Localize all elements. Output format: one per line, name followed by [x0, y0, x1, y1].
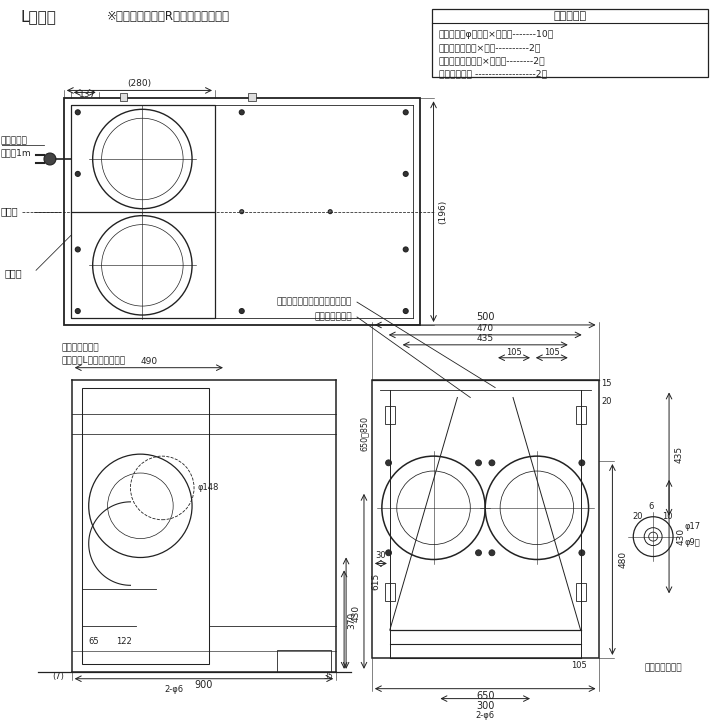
Text: ダクトカバー吊金具取付穴位置: ダクトカバー吊金具取付穴位置 — [276, 297, 352, 307]
Bar — [385, 407, 395, 424]
Text: 本体取付穴位置: 本体取付穴位置 — [315, 312, 352, 322]
Circle shape — [328, 210, 332, 214]
Circle shape — [475, 460, 482, 466]
Bar — [82, 387, 209, 664]
Text: (280): (280) — [127, 79, 151, 88]
Circle shape — [44, 153, 56, 165]
Text: 435: 435 — [675, 446, 683, 463]
Text: 20: 20 — [601, 397, 612, 406]
Text: 後方排気の場合: 後方排気の場合 — [62, 343, 99, 352]
Bar — [71, 105, 215, 318]
Bar — [64, 99, 420, 325]
Text: 電源コード: 電源コード — [0, 137, 27, 145]
Text: φ9穴: φ9穴 — [685, 538, 701, 547]
Text: 65: 65 — [89, 637, 99, 647]
Text: 化粧ねじ（Ｍ４×８）----------2本: 化粧ねじ（Ｍ４×８）----------2本 — [438, 43, 541, 53]
Bar — [276, 650, 331, 672]
Circle shape — [403, 247, 408, 252]
Circle shape — [386, 550, 392, 556]
Text: 座付ねじ（φ５．１×４５）-------10本: 座付ねじ（φ５．１×４５）-------10本 — [438, 30, 554, 40]
Text: 10: 10 — [662, 512, 672, 521]
Bar — [576, 583, 585, 601]
Text: 300: 300 — [476, 701, 495, 711]
Circle shape — [403, 309, 408, 313]
Text: （別売品L形ダクト使用）: （別売品L形ダクト使用） — [62, 355, 126, 364]
Text: 付　属　品: 付 属 品 — [553, 11, 586, 21]
Text: 2-φ6: 2-φ6 — [476, 711, 495, 720]
Text: 2-φ6: 2-φ6 — [165, 685, 184, 694]
Bar — [385, 583, 395, 601]
Text: 給気口: 給気口 — [0, 207, 18, 217]
Text: 30: 30 — [376, 551, 386, 560]
Text: ソフトテープ ------------------2本: ソフトテープ ------------------2本 — [438, 69, 546, 78]
Circle shape — [76, 247, 80, 252]
Circle shape — [76, 309, 80, 313]
Circle shape — [386, 460, 392, 466]
Text: 35: 35 — [323, 672, 333, 681]
Circle shape — [475, 550, 482, 556]
Text: 排気口: 排気口 — [4, 269, 22, 279]
Text: 15: 15 — [601, 379, 612, 388]
Bar — [576, 407, 585, 424]
Text: 137: 137 — [78, 90, 96, 99]
Text: 435: 435 — [477, 334, 494, 343]
Text: 430: 430 — [351, 605, 361, 621]
Text: 105: 105 — [544, 348, 559, 357]
Bar — [120, 94, 127, 102]
Text: 900: 900 — [195, 680, 213, 690]
Circle shape — [489, 460, 495, 466]
Text: φ148: φ148 — [197, 483, 219, 492]
Text: (7): (7) — [52, 672, 64, 681]
Circle shape — [239, 309, 244, 313]
Text: 480: 480 — [619, 551, 628, 568]
Circle shape — [76, 171, 80, 176]
Circle shape — [403, 110, 408, 114]
Text: 615: 615 — [372, 572, 380, 590]
Circle shape — [489, 550, 495, 556]
Text: 650〜850: 650〜850 — [359, 415, 369, 451]
Circle shape — [240, 210, 244, 214]
Bar — [248, 94, 256, 102]
Circle shape — [579, 550, 585, 556]
Text: (196): (196) — [438, 199, 447, 224]
Text: 500: 500 — [476, 312, 495, 322]
Text: ※下記寸法以外はRタイプに準ずる。: ※下記寸法以外はRタイプに準ずる。 — [107, 10, 230, 23]
Bar — [431, 9, 708, 76]
Circle shape — [579, 460, 585, 466]
Text: 490: 490 — [141, 357, 158, 366]
Text: 650: 650 — [476, 690, 495, 701]
Text: 20: 20 — [632, 512, 642, 521]
Text: 370: 370 — [348, 611, 356, 629]
Text: Lタイプ: Lタイプ — [20, 9, 56, 24]
Bar — [372, 379, 598, 658]
Text: φ17: φ17 — [685, 522, 701, 531]
Text: 470: 470 — [477, 325, 494, 333]
Text: 105: 105 — [506, 348, 522, 357]
Text: 6: 6 — [649, 503, 654, 511]
Circle shape — [239, 110, 244, 114]
Text: 430: 430 — [677, 528, 685, 545]
Text: 本体取付穴詳細: 本体取付穴詳細 — [644, 663, 682, 672]
Text: 105: 105 — [571, 661, 587, 670]
Text: 機外長1m: 機外長1m — [0, 148, 31, 158]
Circle shape — [403, 171, 408, 176]
Text: トラスねじ（Ｍ４×１０）--------2本: トラスねじ（Ｍ４×１０）--------2本 — [438, 56, 545, 65]
Text: 122: 122 — [116, 637, 131, 647]
Circle shape — [76, 110, 80, 114]
